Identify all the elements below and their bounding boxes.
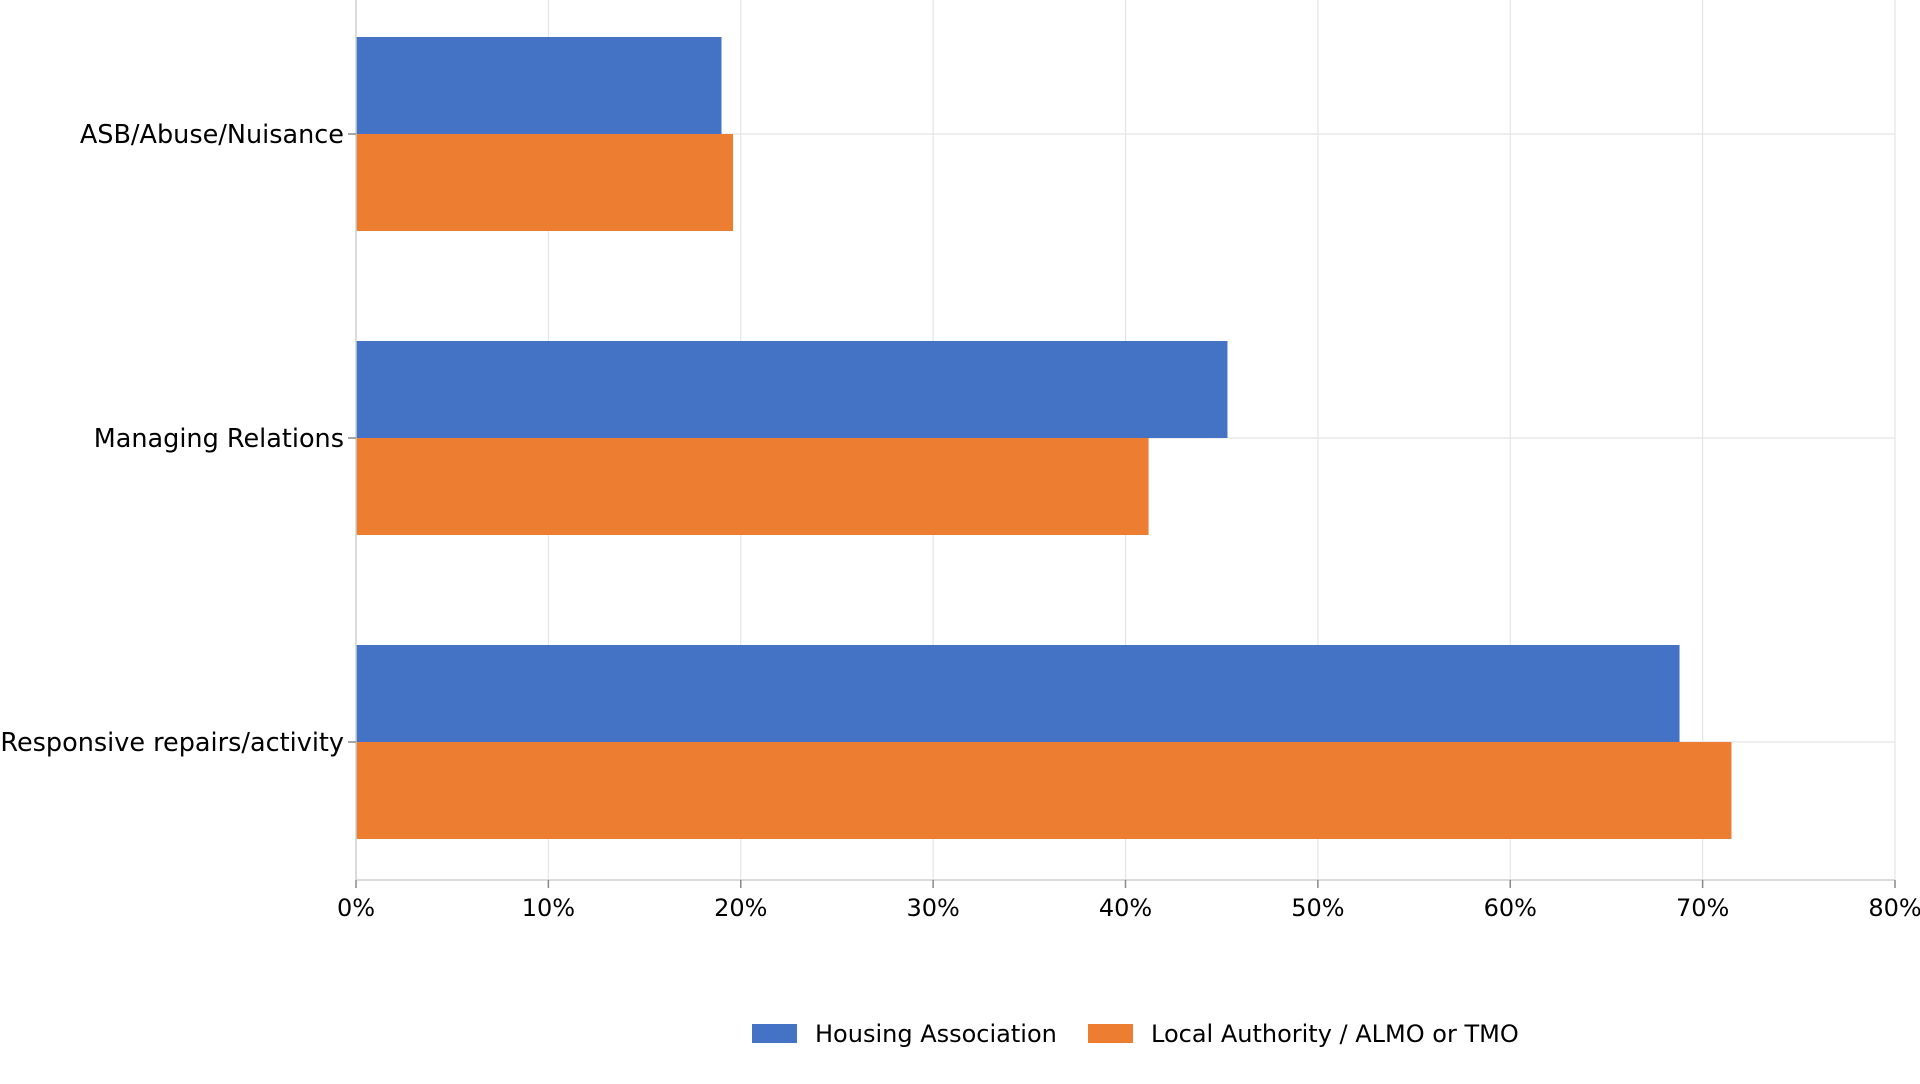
x-tick-label: 20% xyxy=(714,894,767,922)
x-tick-label: 0% xyxy=(337,894,375,922)
bar-local-authority-0 xyxy=(356,134,734,231)
x-tick-label: 70% xyxy=(1676,894,1729,922)
legend-swatch-housing-association xyxy=(752,1024,797,1043)
y-category-label: Managing Relations xyxy=(94,424,344,454)
x-tick-label: 60% xyxy=(1484,894,1537,922)
legend-swatch-local-authority xyxy=(1088,1024,1133,1043)
x-tick-label: 10% xyxy=(522,894,575,922)
x-tick-label: 80% xyxy=(1868,894,1920,922)
legend-label-local-authority: Local Authority / ALMO or TMO xyxy=(1151,1020,1519,1048)
bar-housing-association-0 xyxy=(356,37,722,134)
legend: Housing Association Local Authority / ALM… xyxy=(752,1020,1519,1048)
bar-local-authority-2 xyxy=(356,742,1732,839)
x-tick-label: 30% xyxy=(906,894,959,922)
y-category-label: ASB/Abuse/Nuisance xyxy=(80,120,344,150)
axes-layer: 0% 10% 20% 30% 40% 50% 60% 70% 80% ASB/Abuse/Nuis… xyxy=(0,0,1920,922)
legend-label-housing-association: Housing Association xyxy=(815,1020,1057,1048)
x-tick-label: 50% xyxy=(1291,894,1344,922)
bar-housing-association-1 xyxy=(356,341,1228,438)
bars-layer xyxy=(356,37,1732,839)
x-tick-label: 40% xyxy=(1099,894,1152,922)
bar-housing-association-2 xyxy=(356,645,1680,742)
bar-local-authority-1 xyxy=(356,438,1149,535)
y-category-label: Responsive repairs/activity xyxy=(0,728,344,758)
